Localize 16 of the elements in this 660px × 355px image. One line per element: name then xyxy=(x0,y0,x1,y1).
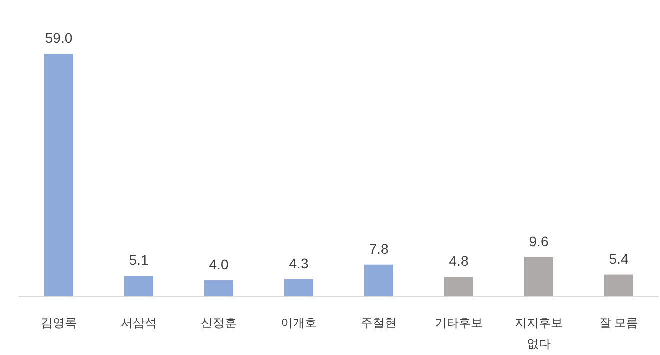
x-tick-label: 지지후보 없다 xyxy=(515,316,563,351)
x-tick-label: 주철현 xyxy=(361,316,397,330)
data-label: 5.1 xyxy=(129,252,149,268)
data-label: 4.3 xyxy=(289,255,309,272)
x-tick-label: 기타후보 xyxy=(435,316,483,330)
x-tick-label: 이개호 xyxy=(281,316,317,330)
x-tick-label: 신정훈 xyxy=(201,316,237,330)
data-label: 7.8 xyxy=(369,240,389,257)
data-label: 4.0 xyxy=(209,256,229,273)
data-label: 4.8 xyxy=(449,253,469,270)
data-label: 59.0 xyxy=(45,30,73,46)
data-label: 9.6 xyxy=(529,233,549,250)
x-tick-label: 김영록 xyxy=(41,316,77,330)
x-tick-label: 서삼석 xyxy=(121,316,157,330)
x-tick-label: 잘 모름 xyxy=(599,316,639,330)
data-label: 5.4 xyxy=(609,250,629,267)
